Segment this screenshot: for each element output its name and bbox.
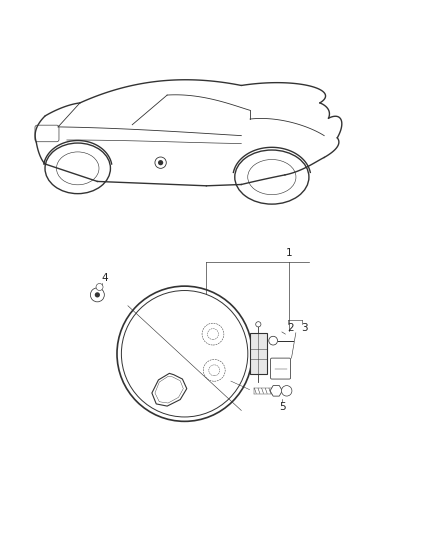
- Circle shape: [268, 336, 277, 345]
- Circle shape: [90, 288, 104, 302]
- Polygon shape: [152, 374, 186, 406]
- FancyBboxPatch shape: [270, 358, 290, 379]
- Ellipse shape: [234, 150, 308, 204]
- Bar: [250, 333, 266, 375]
- Circle shape: [255, 322, 260, 327]
- Circle shape: [281, 385, 291, 396]
- Text: 5: 5: [279, 402, 285, 413]
- Circle shape: [121, 290, 247, 417]
- Circle shape: [117, 286, 252, 422]
- Text: 3: 3: [300, 322, 307, 333]
- Text: 4: 4: [102, 273, 108, 283]
- Circle shape: [96, 284, 103, 290]
- Circle shape: [95, 292, 100, 297]
- Text: 1: 1: [285, 247, 292, 257]
- Text: 2: 2: [286, 322, 293, 333]
- Polygon shape: [269, 385, 282, 396]
- Circle shape: [155, 157, 166, 168]
- Circle shape: [158, 160, 163, 165]
- Ellipse shape: [45, 143, 110, 193]
